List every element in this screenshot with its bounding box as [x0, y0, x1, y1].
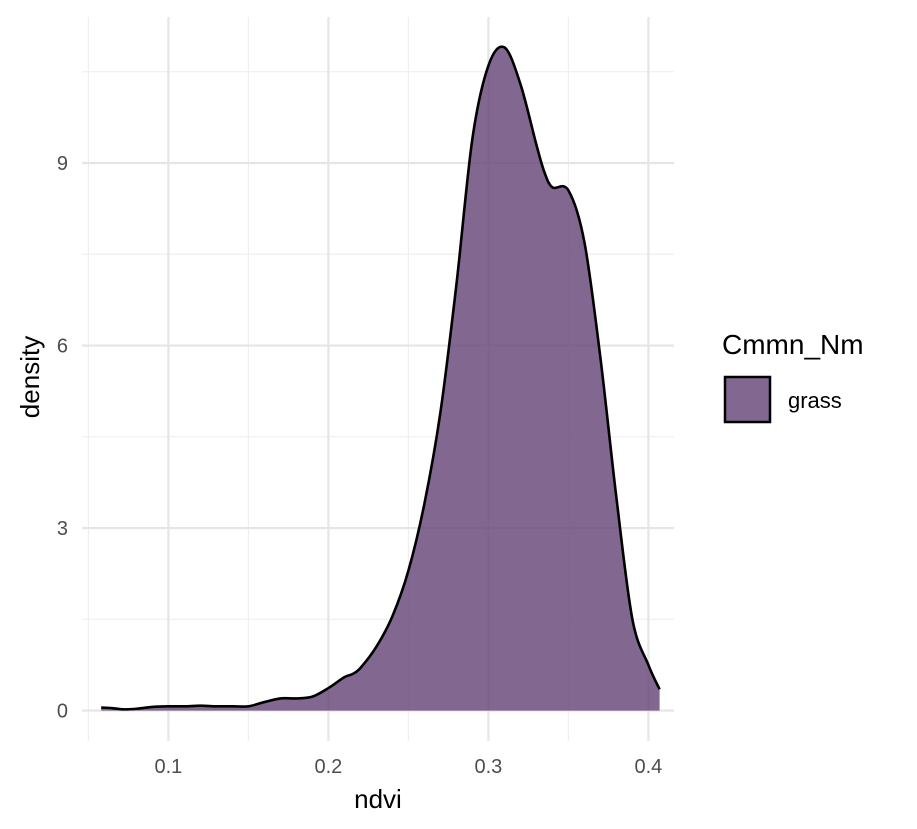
legend-key-grass: [723, 375, 772, 424]
y-tick-label: 9: [57, 153, 68, 175]
density-outline-grass: [101, 45, 661, 711]
x-tick-label: 0.1: [154, 756, 182, 778]
x-axis-tick-labels: 0.1 0.2 0.3 0.4: [154, 756, 662, 778]
x-tick-label: 0.2: [314, 756, 342, 778]
legend-title: Cmmn_Nm: [722, 329, 864, 360]
y-tick-label: 3: [57, 518, 68, 540]
x-axis-title: ndvi: [354, 784, 402, 814]
y-tick-label: 6: [57, 336, 68, 358]
y-axis-title: density: [15, 336, 45, 418]
density-area-grass: [101, 46, 660, 711]
legend-label-grass: grass: [788, 388, 842, 413]
x-tick-label: 0.4: [634, 756, 662, 778]
legend: Cmmn_Nm grass: [722, 329, 864, 424]
y-axis-tick-labels: 0 3 6 9: [57, 153, 68, 723]
y-tick-label: 0: [57, 701, 68, 723]
x-tick-label: 0.3: [474, 756, 502, 778]
